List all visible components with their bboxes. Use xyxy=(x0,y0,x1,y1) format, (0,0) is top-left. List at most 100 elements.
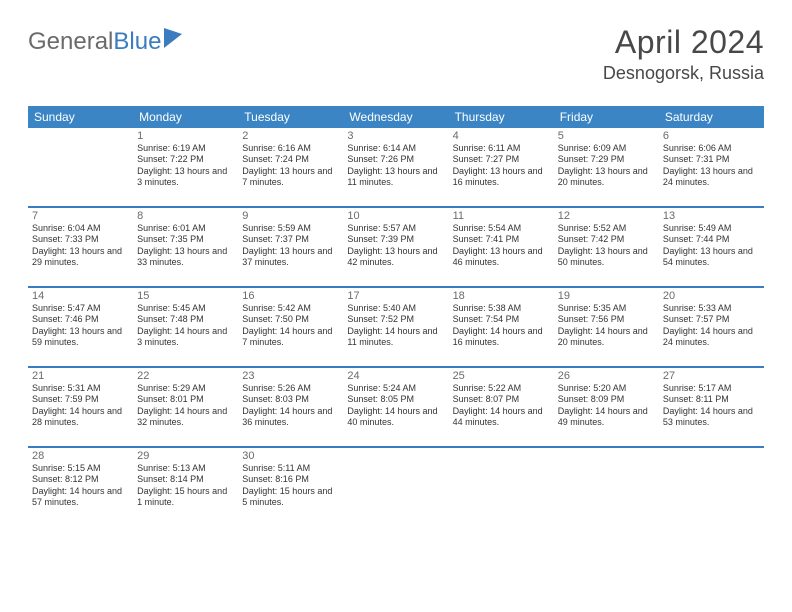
day-cell: 30Sunrise: 5:11 AMSunset: 8:16 PMDayligh… xyxy=(238,448,343,526)
day-number: 18 xyxy=(453,290,550,302)
day-number: 25 xyxy=(453,370,550,382)
calendar-header-row: SundayMondayTuesdayWednesdayThursdayFrid… xyxy=(28,106,764,128)
logo-text-general: General xyxy=(28,28,113,56)
day-number: 10 xyxy=(347,210,444,222)
day-cell: 2Sunrise: 6:16 AMSunset: 7:24 PMDaylight… xyxy=(238,128,343,206)
day-number: 15 xyxy=(137,290,234,302)
day-header: Thursday xyxy=(449,106,554,128)
day-cell: 11Sunrise: 5:54 AMSunset: 7:41 PMDayligh… xyxy=(449,208,554,286)
day-cell: 18Sunrise: 5:38 AMSunset: 7:54 PMDayligh… xyxy=(449,288,554,366)
day-number: 27 xyxy=(663,370,760,382)
day-detail: Sunrise: 5:26 AMSunset: 8:03 PMDaylight:… xyxy=(242,383,339,428)
day-detail: Sunrise: 5:47 AMSunset: 7:46 PMDaylight:… xyxy=(32,303,129,348)
day-number: 17 xyxy=(347,290,444,302)
day-detail: Sunrise: 5:59 AMSunset: 7:37 PMDaylight:… xyxy=(242,223,339,268)
day-cell: 7Sunrise: 6:04 AMSunset: 7:33 PMDaylight… xyxy=(28,208,133,286)
day-cell xyxy=(449,448,554,526)
day-number: 6 xyxy=(663,130,760,142)
day-header: Tuesday xyxy=(238,106,343,128)
day-cell xyxy=(28,128,133,206)
day-detail: Sunrise: 5:11 AMSunset: 8:16 PMDaylight:… xyxy=(242,463,339,508)
day-number: 7 xyxy=(32,210,129,222)
day-number: 1 xyxy=(137,130,234,142)
day-number: 4 xyxy=(453,130,550,142)
header: April 2024 Desnogorsk, Russia xyxy=(603,24,764,84)
day-cell: 4Sunrise: 6:11 AMSunset: 7:27 PMDaylight… xyxy=(449,128,554,206)
day-cell: 14Sunrise: 5:47 AMSunset: 7:46 PMDayligh… xyxy=(28,288,133,366)
day-detail: Sunrise: 5:52 AMSunset: 7:42 PMDaylight:… xyxy=(558,223,655,268)
day-detail: Sunrise: 6:06 AMSunset: 7:31 PMDaylight:… xyxy=(663,143,760,188)
day-number: 29 xyxy=(137,450,234,462)
day-number: 26 xyxy=(558,370,655,382)
day-detail: Sunrise: 6:01 AMSunset: 7:35 PMDaylight:… xyxy=(137,223,234,268)
day-cell: 17Sunrise: 5:40 AMSunset: 7:52 PMDayligh… xyxy=(343,288,448,366)
day-cell: 28Sunrise: 5:15 AMSunset: 8:12 PMDayligh… xyxy=(28,448,133,526)
day-header: Monday xyxy=(133,106,238,128)
day-cell: 1Sunrise: 6:19 AMSunset: 7:22 PMDaylight… xyxy=(133,128,238,206)
day-detail: Sunrise: 5:31 AMSunset: 7:59 PMDaylight:… xyxy=(32,383,129,428)
day-number: 2 xyxy=(242,130,339,142)
day-number: 23 xyxy=(242,370,339,382)
day-number: 16 xyxy=(242,290,339,302)
day-detail: Sunrise: 5:29 AMSunset: 8:01 PMDaylight:… xyxy=(137,383,234,428)
day-cell: 21Sunrise: 5:31 AMSunset: 7:59 PMDayligh… xyxy=(28,368,133,446)
day-header: Sunday xyxy=(28,106,133,128)
day-cell xyxy=(659,448,764,526)
month-title: April 2024 xyxy=(603,24,764,61)
day-detail: Sunrise: 5:40 AMSunset: 7:52 PMDaylight:… xyxy=(347,303,444,348)
day-header: Saturday xyxy=(659,106,764,128)
day-cell: 22Sunrise: 5:29 AMSunset: 8:01 PMDayligh… xyxy=(133,368,238,446)
day-cell: 9Sunrise: 5:59 AMSunset: 7:37 PMDaylight… xyxy=(238,208,343,286)
day-number: 13 xyxy=(663,210,760,222)
day-detail: Sunrise: 5:49 AMSunset: 7:44 PMDaylight:… xyxy=(663,223,760,268)
day-detail: Sunrise: 5:13 AMSunset: 8:14 PMDaylight:… xyxy=(137,463,234,508)
day-detail: Sunrise: 5:17 AMSunset: 8:11 PMDaylight:… xyxy=(663,383,760,428)
day-detail: Sunrise: 5:15 AMSunset: 8:12 PMDaylight:… xyxy=(32,463,129,508)
day-cell: 5Sunrise: 6:09 AMSunset: 7:29 PMDaylight… xyxy=(554,128,659,206)
day-detail: Sunrise: 5:33 AMSunset: 7:57 PMDaylight:… xyxy=(663,303,760,348)
day-header: Wednesday xyxy=(343,106,448,128)
day-number: 14 xyxy=(32,290,129,302)
day-cell: 13Sunrise: 5:49 AMSunset: 7:44 PMDayligh… xyxy=(659,208,764,286)
day-number: 22 xyxy=(137,370,234,382)
week-row: 21Sunrise: 5:31 AMSunset: 7:59 PMDayligh… xyxy=(28,368,764,448)
week-row: 7Sunrise: 6:04 AMSunset: 7:33 PMDaylight… xyxy=(28,208,764,288)
day-number: 28 xyxy=(32,450,129,462)
day-number: 24 xyxy=(347,370,444,382)
day-detail: Sunrise: 5:24 AMSunset: 8:05 PMDaylight:… xyxy=(347,383,444,428)
week-row: 28Sunrise: 5:15 AMSunset: 8:12 PMDayligh… xyxy=(28,448,764,526)
day-cell: 20Sunrise: 5:33 AMSunset: 7:57 PMDayligh… xyxy=(659,288,764,366)
logo-triangle-icon xyxy=(164,28,182,48)
day-detail: Sunrise: 5:38 AMSunset: 7:54 PMDaylight:… xyxy=(453,303,550,348)
day-detail: Sunrise: 6:16 AMSunset: 7:24 PMDaylight:… xyxy=(242,143,339,188)
day-detail: Sunrise: 6:19 AMSunset: 7:22 PMDaylight:… xyxy=(137,143,234,188)
day-number: 30 xyxy=(242,450,339,462)
day-cell: 3Sunrise: 6:14 AMSunset: 7:26 PMDaylight… xyxy=(343,128,448,206)
day-number: 20 xyxy=(663,290,760,302)
day-cell: 16Sunrise: 5:42 AMSunset: 7:50 PMDayligh… xyxy=(238,288,343,366)
day-cell xyxy=(343,448,448,526)
day-cell: 15Sunrise: 5:45 AMSunset: 7:48 PMDayligh… xyxy=(133,288,238,366)
day-cell: 12Sunrise: 5:52 AMSunset: 7:42 PMDayligh… xyxy=(554,208,659,286)
day-cell: 19Sunrise: 5:35 AMSunset: 7:56 PMDayligh… xyxy=(554,288,659,366)
day-cell: 26Sunrise: 5:20 AMSunset: 8:09 PMDayligh… xyxy=(554,368,659,446)
location-label: Desnogorsk, Russia xyxy=(603,63,764,84)
day-detail: Sunrise: 5:45 AMSunset: 7:48 PMDaylight:… xyxy=(137,303,234,348)
day-detail: Sunrise: 5:20 AMSunset: 8:09 PMDaylight:… xyxy=(558,383,655,428)
day-number: 11 xyxy=(453,210,550,222)
day-detail: Sunrise: 6:04 AMSunset: 7:33 PMDaylight:… xyxy=(32,223,129,268)
day-cell xyxy=(554,448,659,526)
day-detail: Sunrise: 6:09 AMSunset: 7:29 PMDaylight:… xyxy=(558,143,655,188)
week-row: 14Sunrise: 5:47 AMSunset: 7:46 PMDayligh… xyxy=(28,288,764,368)
day-cell: 25Sunrise: 5:22 AMSunset: 8:07 PMDayligh… xyxy=(449,368,554,446)
day-number: 5 xyxy=(558,130,655,142)
day-detail: Sunrise: 5:42 AMSunset: 7:50 PMDaylight:… xyxy=(242,303,339,348)
day-cell: 24Sunrise: 5:24 AMSunset: 8:05 PMDayligh… xyxy=(343,368,448,446)
day-number: 9 xyxy=(242,210,339,222)
day-number: 21 xyxy=(32,370,129,382)
day-cell: 27Sunrise: 5:17 AMSunset: 8:11 PMDayligh… xyxy=(659,368,764,446)
logo: GeneralBlue xyxy=(28,28,182,56)
day-number: 8 xyxy=(137,210,234,222)
day-cell: 10Sunrise: 5:57 AMSunset: 7:39 PMDayligh… xyxy=(343,208,448,286)
day-detail: Sunrise: 5:57 AMSunset: 7:39 PMDaylight:… xyxy=(347,223,444,268)
